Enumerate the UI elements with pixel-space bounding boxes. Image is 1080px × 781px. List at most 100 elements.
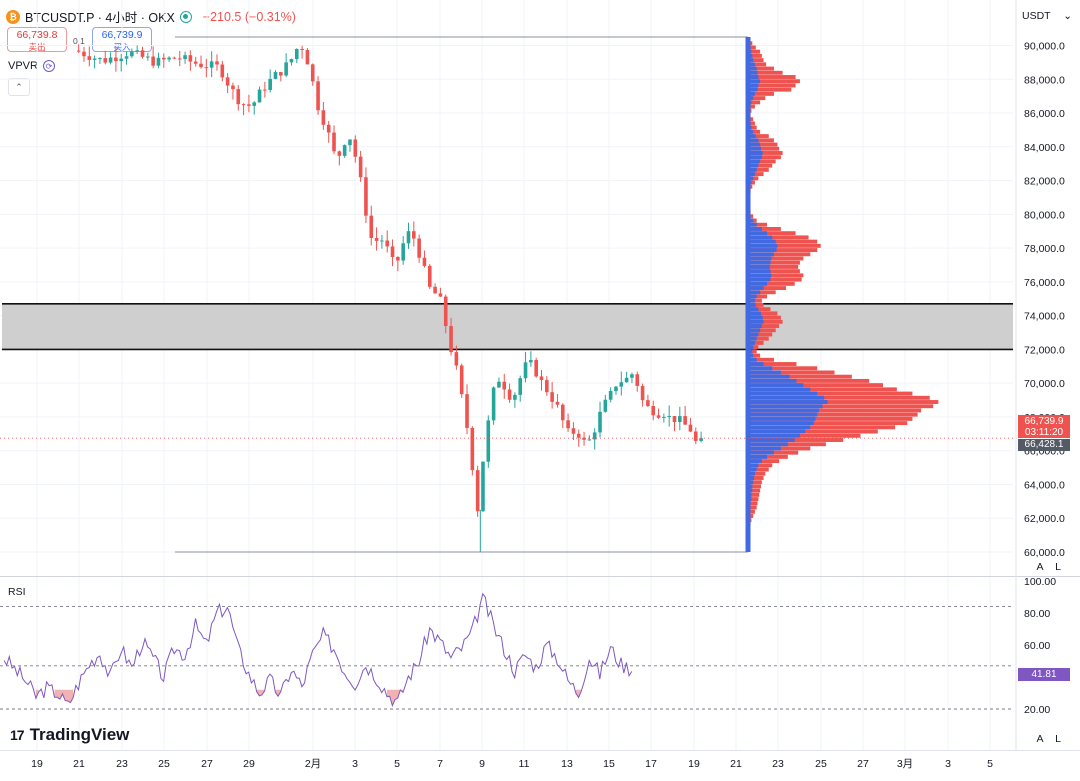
candle-down — [571, 428, 576, 434]
candle-down — [310, 64, 315, 82]
candle-down — [332, 132, 336, 152]
tradingview-mark-icon: 17 — [10, 727, 25, 743]
candle-down — [76, 50, 81, 52]
candle-up — [699, 438, 703, 441]
vp-buy-bar — [748, 79, 761, 84]
candle-down — [427, 265, 432, 287]
price-tick-label: 86,000.0 — [1024, 108, 1065, 120]
candle-up — [342, 145, 347, 156]
time-tick-label: 5 — [987, 758, 993, 770]
vp-buy-bar — [748, 442, 788, 447]
vp-buy-bar — [748, 374, 790, 379]
vp-sell-bar — [748, 378, 870, 383]
settings-icon[interactable]: ⟳ — [42, 60, 55, 72]
candle-up — [497, 381, 501, 388]
vpvr-indicator[interactable]: VPVR ⟳ — [8, 60, 55, 72]
vp-buy-bar — [748, 391, 818, 396]
vp-sell-bar — [748, 421, 908, 426]
vp-sell-bar — [748, 66, 774, 71]
rsi-oversold-fill — [275, 689, 281, 697]
candle-down — [688, 424, 693, 432]
candle-up — [380, 240, 384, 242]
vp-sell-bar — [748, 256, 804, 261]
candle-down — [358, 156, 363, 178]
candle-down — [396, 257, 400, 261]
candle-up — [146, 56, 150, 58]
vp-buy-bar — [748, 383, 804, 388]
candle-down — [177, 58, 182, 60]
candle-down — [651, 406, 656, 416]
candle-up — [257, 89, 262, 103]
collapse-legend-button[interactable]: ⌃ — [8, 78, 30, 96]
vp-sell-bar — [748, 357, 774, 362]
candle-down — [582, 437, 586, 440]
price-tick-label: 64,000.0 — [1024, 479, 1065, 491]
time-tick-label: 7 — [437, 758, 443, 770]
auto-scale-button[interactable]: A — [1036, 561, 1044, 573]
vp-sell-bar — [748, 62, 767, 67]
vp-sell-bar — [748, 222, 768, 227]
vp-sell-bar — [748, 235, 809, 240]
vp-buy-bar — [748, 311, 761, 316]
candle-down — [321, 110, 326, 125]
candle-up — [124, 56, 129, 59]
candle-up — [156, 57, 161, 66]
candle-down — [443, 296, 448, 327]
time-tick-label: 3 — [352, 758, 358, 770]
vp-sell-bar — [748, 142, 778, 147]
candle-down — [683, 416, 687, 425]
vp-sell-bar — [748, 438, 844, 442]
time-tick-label: 25 — [815, 758, 827, 770]
vp-sell-bar — [748, 79, 800, 84]
vp-buy-bar — [748, 421, 814, 426]
rsi-auto-scale-button[interactable]: A — [1036, 733, 1044, 745]
vp-sell-bar — [748, 383, 883, 388]
vp-sell-bar — [748, 104, 755, 109]
candle-up — [289, 59, 294, 63]
vp-sell-bar — [748, 412, 918, 417]
vp-buy-bar — [748, 239, 776, 244]
candle-down — [220, 64, 225, 78]
rsi-tick-label: 60.00 — [1024, 640, 1050, 652]
candle-up — [481, 461, 485, 512]
vp-buy-bar — [748, 58, 754, 63]
vp-sell-bar — [748, 488, 761, 493]
candle-up — [662, 416, 666, 418]
candle-down — [316, 81, 320, 111]
time-tick-label: 25 — [158, 758, 170, 770]
candle-down — [507, 389, 512, 400]
candle-up — [119, 58, 124, 62]
tradingview-logo[interactable]: 17 TradingView — [10, 725, 129, 745]
currency-selector[interactable]: USDT ⌄ — [1018, 6, 1076, 26]
vp-buy-bar — [748, 142, 761, 147]
candle-up — [108, 57, 113, 63]
market-open-icon — [179, 10, 192, 23]
candle-up — [529, 360, 533, 363]
candle-down — [199, 63, 203, 68]
vp-sell-bar — [748, 243, 821, 248]
candle-down — [369, 215, 374, 238]
time-tick-label: 17 — [645, 758, 657, 770]
vp-buy-bar — [748, 243, 778, 248]
vp-sell-bar — [748, 467, 769, 472]
candle-down — [231, 85, 235, 90]
rsi-log-scale-button[interactable]: L — [1055, 733, 1061, 745]
time-tick-label: 11 — [519, 758, 530, 770]
vp-sell-bar — [748, 134, 769, 139]
symbol-title[interactable]: BTCUSDT.P · 4小时 · OKX — [25, 11, 175, 25]
vp-buy-bar — [748, 235, 773, 240]
candle-up — [92, 58, 97, 60]
candle-down — [672, 416, 677, 423]
candle-down — [87, 56, 92, 60]
log-scale-button[interactable]: L — [1055, 561, 1061, 573]
candle-down — [417, 238, 421, 258]
vp-buy-bar — [748, 294, 757, 299]
rsi-label[interactable]: RSI — [8, 586, 26, 598]
candle-down — [502, 381, 507, 390]
vp-sell-bar — [748, 429, 878, 434]
vp-sell-bar — [748, 501, 758, 506]
vp-buy-bar — [748, 129, 754, 134]
vp-sell-bar — [748, 505, 757, 510]
vp-buy-bar — [748, 273, 772, 278]
